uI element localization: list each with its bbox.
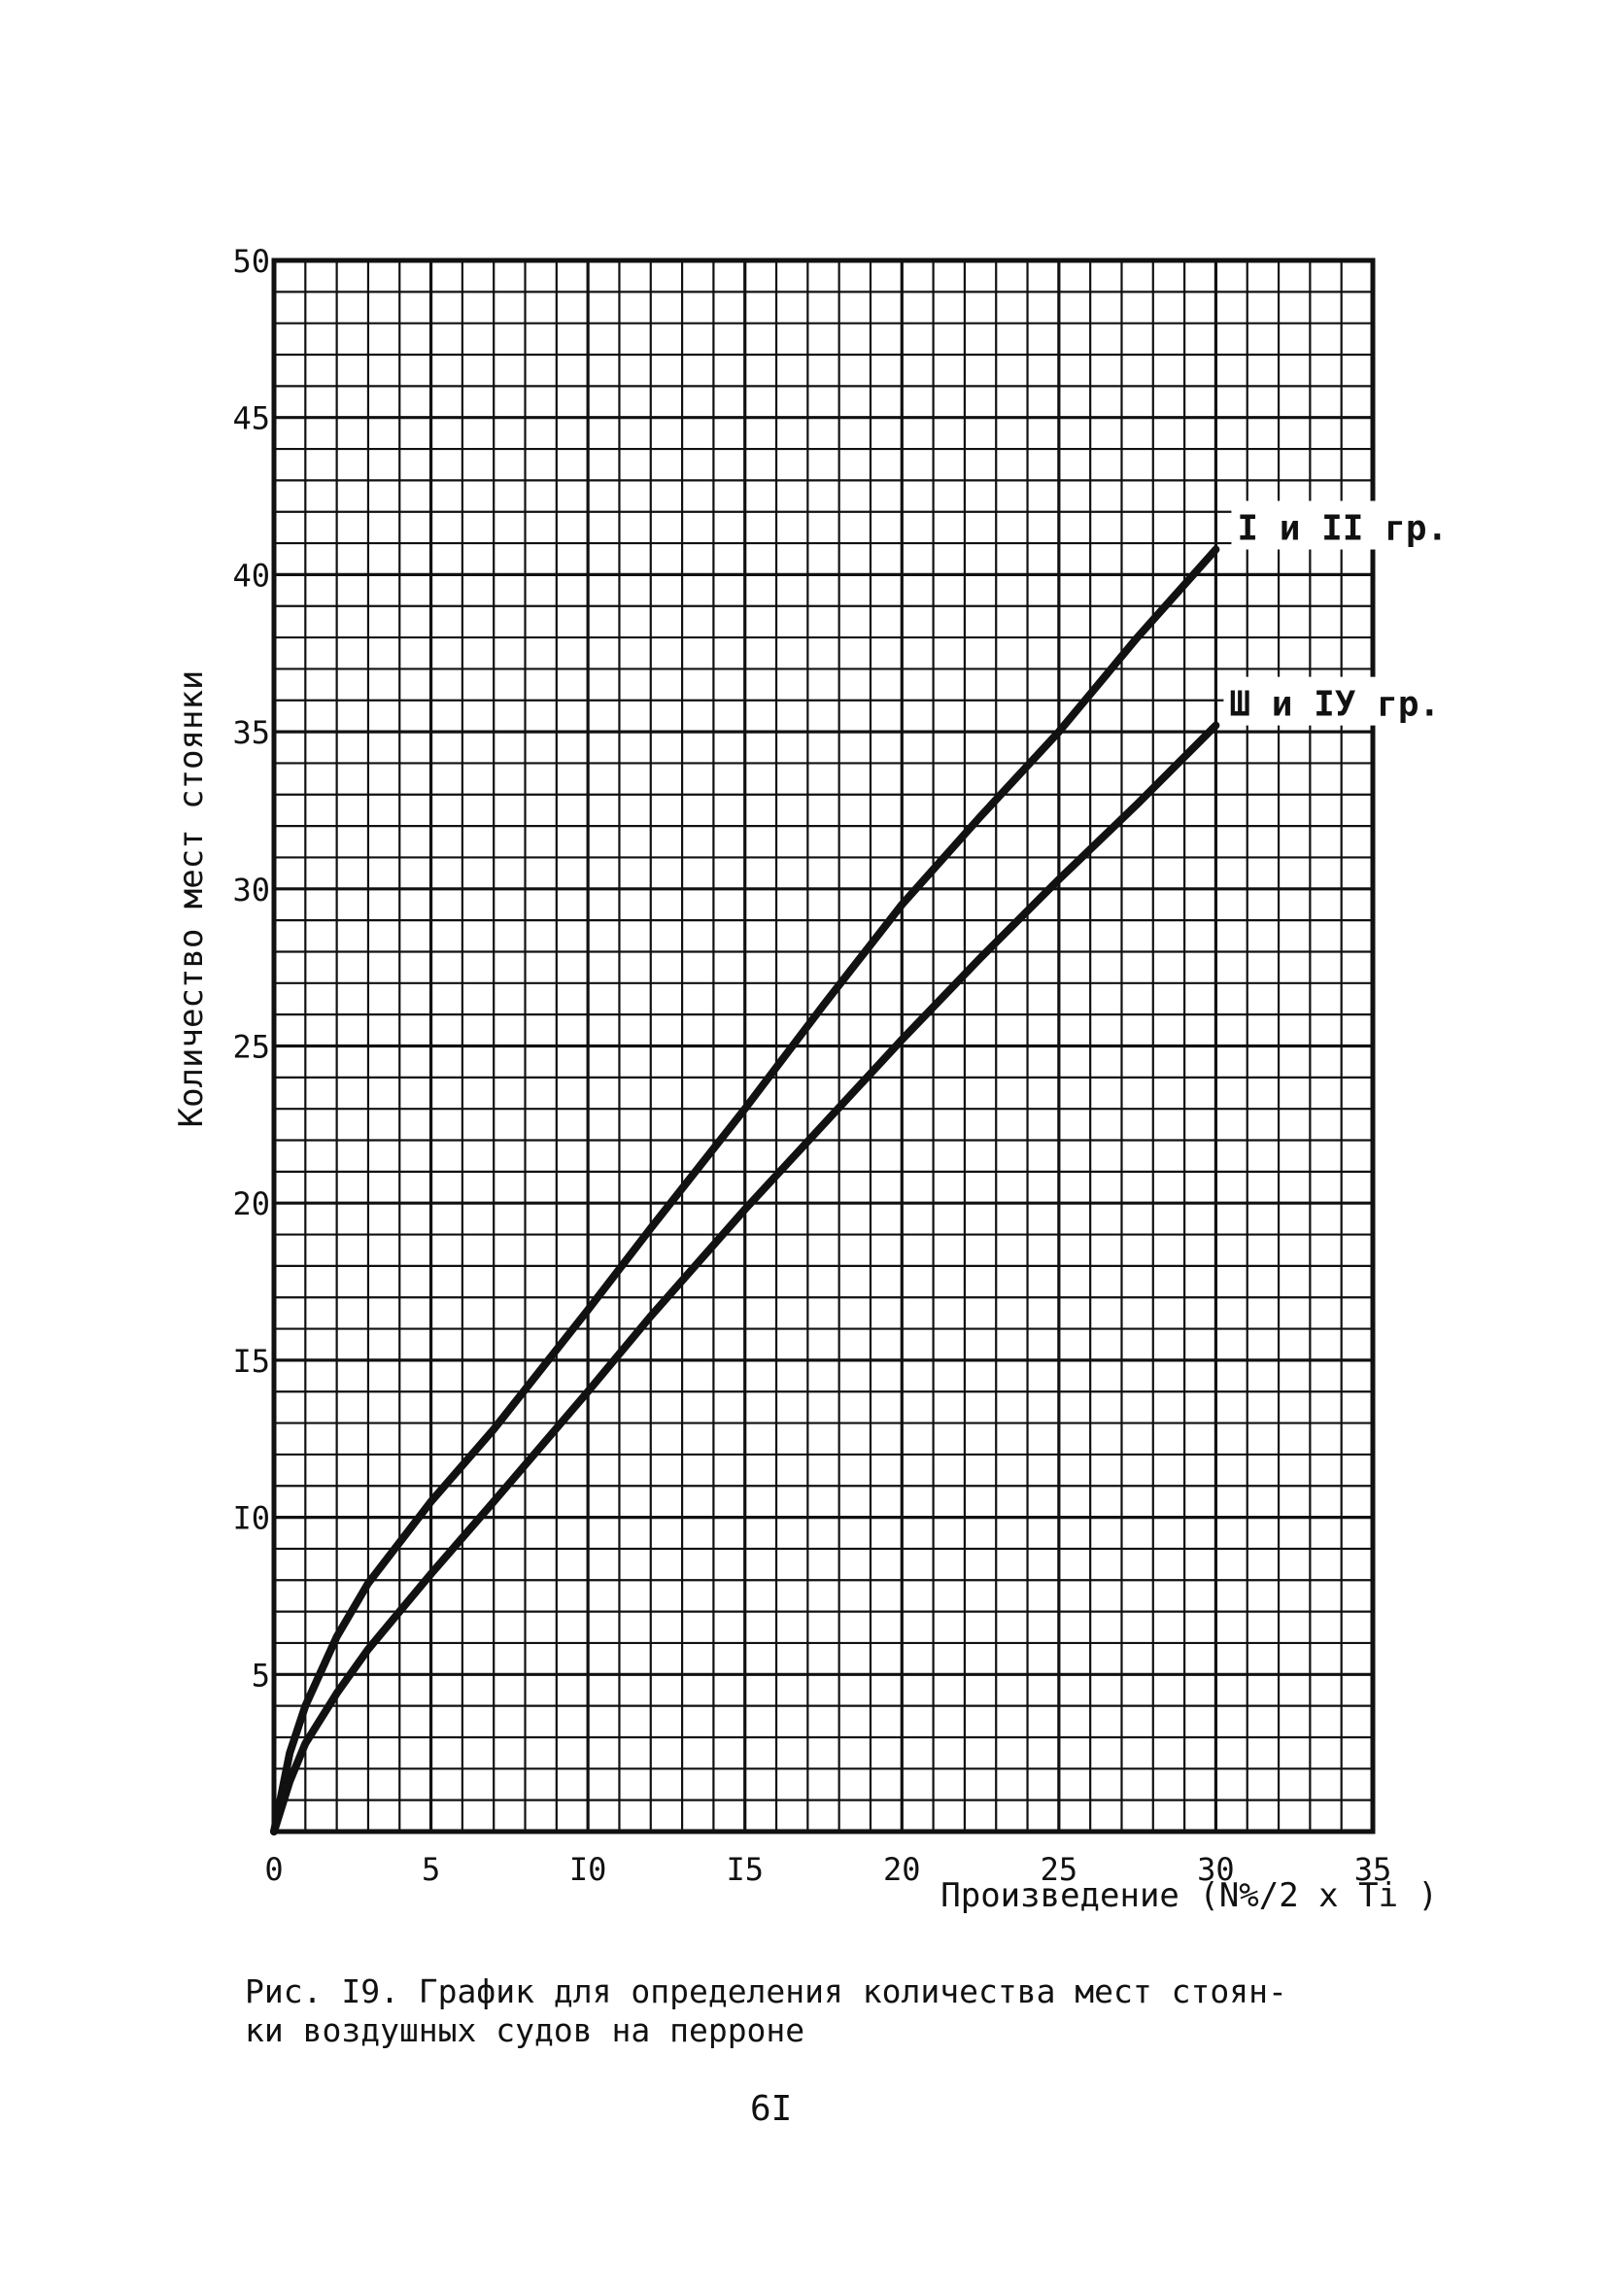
caption-line-2: ки воздушных судов на перроне (245, 2011, 805, 2049)
series-line-1 (270, 545, 1220, 1835)
plot-frame (271, 257, 1376, 1834)
x-tick-label: 20 (883, 1851, 921, 1888)
x-axis-title: Произведение (N%/2 x Ti ) (940, 1876, 1438, 1915)
y-tick-label: 35 (232, 714, 270, 751)
x-tick-label: 0 (264, 1851, 283, 1888)
y-tick-label: I0 (232, 1500, 270, 1537)
y-tick-label: 40 (232, 557, 270, 594)
series-label-background-2 (1223, 676, 1418, 726)
x-tick-label: 25 (1041, 1851, 1078, 1888)
series-line-2 (270, 721, 1220, 1835)
x-tick-label: 5 (422, 1851, 440, 1888)
y-tick-label: 50 (232, 243, 270, 280)
y-tick-label: 5 (252, 1657, 270, 1694)
series-label-2: Ш и IУ гр. (1229, 685, 1440, 725)
x-tick-label: I0 (569, 1851, 607, 1888)
x-tick-label: 35 (1354, 1851, 1392, 1888)
y-tick-label: 20 (232, 1185, 270, 1222)
page-number: 6I (750, 2089, 793, 2129)
y-axis-title: Количество мест стоянки (172, 670, 211, 1128)
chart-series: I и II гр. Ш и IУ гр. (270, 500, 1448, 1835)
series-label-background-1 (1231, 500, 1426, 550)
y-tick-label: 25 (232, 1029, 270, 1066)
y-tick-label: 30 (232, 872, 270, 908)
caption-line-1: Рис. I9. График для определения количест… (245, 1972, 1287, 2010)
y-tick-label: I5 (232, 1343, 270, 1380)
y-tick-label: 45 (232, 400, 270, 437)
y-axis-ticks: 5 I0 I5 20 25 30 35 40 45 50 (232, 243, 270, 1694)
series-label-1: I и II гр. (1237, 509, 1448, 549)
x-tick-label: 30 (1197, 1851, 1235, 1888)
figure-caption: Рис. I9. График для определения количест… (245, 1972, 1459, 2050)
x-tick-label: I5 (726, 1851, 764, 1888)
chart-grid (272, 258, 1375, 1833)
plot-border (271, 257, 1376, 1834)
x-axis-ticks: 0 5 I0 I5 20 25 30 35 (264, 1851, 1391, 1888)
